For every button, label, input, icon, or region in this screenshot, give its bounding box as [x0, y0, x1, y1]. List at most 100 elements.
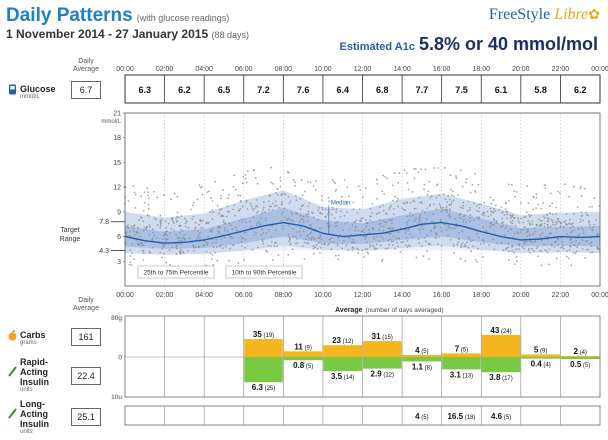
glucose-reading-dot [306, 215, 309, 218]
glucose-reading-dot [408, 228, 410, 231]
glucose-reading-dot [295, 212, 297, 215]
glucose-reading-dot [450, 203, 453, 206]
glucose-reading-dot [176, 211, 179, 214]
glucose-reading-dot [330, 241, 333, 243]
glucose-reading-dot [438, 236, 440, 238]
glucose-reading-dot [386, 177, 389, 180]
glucose-reading-dot [382, 219, 384, 222]
glucose-reading-dot [287, 224, 290, 227]
glucose-reading-dot [535, 223, 538, 226]
a1c-label: Estimated A1c [339, 41, 415, 53]
glucose-reading-dot [310, 231, 313, 233]
glucose-reading-dot [155, 218, 157, 221]
glucose-reading-dot [323, 242, 326, 245]
glucose-reading-dot [525, 211, 528, 214]
glucose-reading-dot [546, 225, 549, 227]
glucose-reading-dot [345, 244, 348, 247]
glucose-reading-dot [493, 248, 496, 251]
glucose-reading-dot [511, 215, 514, 218]
glucose-reading-dot [179, 243, 182, 246]
glucose-reading-dot [313, 252, 315, 255]
glucose-reading-dot [364, 248, 367, 250]
glucose-reading-dot [455, 177, 458, 180]
glucose-reading-dot [312, 245, 315, 247]
glucose-reading-dot [211, 228, 214, 230]
hourly-average-value: 6.4 [336, 85, 349, 95]
glucose-reading-dot [126, 225, 128, 228]
glucose-reading-dot [341, 247, 344, 250]
glucose-reading-dot [270, 241, 273, 243]
glucose-reading-dot [317, 237, 320, 240]
glucose-reading-dot [319, 236, 322, 239]
glucose-reading-dot [392, 235, 395, 237]
glucose-reading-dot [319, 252, 321, 254]
glucose-reading-dot [569, 245, 571, 247]
carbs-bar [521, 354, 560, 357]
glucose-reading-dot [548, 248, 551, 251]
glucose-reading-dot [360, 230, 363, 233]
glucose-reading-dot [397, 245, 399, 248]
glucose-reading-dot [336, 225, 338, 227]
glucose-reading-dot [159, 220, 162, 223]
glucose-reading-dot [445, 228, 448, 231]
glucose-label-group: Glucose mmol/L [8, 84, 56, 101]
glucose-reading-dot [237, 194, 240, 197]
glucose-reading-dot [147, 194, 150, 197]
glucose-reading-dot [464, 214, 466, 217]
glucose-reading-dot [464, 245, 467, 247]
glucose-reading-dot [241, 182, 244, 185]
glucose-reading-dot [444, 223, 446, 226]
glucose-reading-dot [511, 249, 513, 252]
glucose-reading-dot [467, 246, 470, 249]
glucose-reading-dot [422, 228, 425, 230]
glucose-reading-dot [501, 217, 504, 220]
glucose-reading-dot [592, 226, 594, 229]
glucose-reading-dot [528, 222, 531, 225]
hourly-average-value: 7.7 [416, 85, 429, 95]
glucose-reading-dot [302, 221, 305, 224]
glucose-reading-dot [527, 249, 530, 252]
glucose-reading-dot [384, 247, 387, 250]
glucose-reading-dot [420, 245, 423, 248]
glucose-reading-dot [196, 230, 199, 232]
glucose-reading-dot [517, 219, 520, 222]
glucose-reading-dot [404, 232, 407, 235]
glucose-reading-dot [211, 241, 214, 244]
glucose-reading-dot [283, 207, 286, 210]
glucose-reading-dot [593, 223, 596, 226]
glucose-reading-dot [223, 229, 226, 232]
glucose-reading-dot [504, 233, 506, 236]
glucose-reading-dot [591, 205, 593, 208]
glucose-reading-dot [566, 250, 568, 252]
bottom-x-tick-label: 18:00 [472, 292, 490, 299]
glucose-reading-dot [543, 243, 545, 246]
glucose-reading-dot [561, 246, 564, 248]
glucose-reading-dot [493, 207, 495, 210]
glucose-reading-dot [369, 243, 371, 246]
glucose-reading-dot [281, 228, 284, 231]
glucose-reading-dot [206, 244, 209, 247]
glucose-reading-dot [224, 222, 226, 225]
glucose-reading-dot [378, 211, 381, 214]
glucose-reading-dot [301, 194, 304, 197]
glucose-reading-dot [183, 239, 186, 241]
glucose-reading-dot [388, 206, 391, 209]
glucose-reading-dot [127, 224, 129, 226]
glucose-reading-dot [299, 197, 302, 200]
glucose-reading-dot [330, 237, 333, 239]
glucose-reading-dot [546, 226, 549, 229]
glucose-reading-dot [202, 244, 205, 246]
glucose-reading-dot [568, 195, 570, 198]
glucose-reading-dot [443, 193, 445, 196]
glucose-reading-dot [295, 242, 297, 245]
glucose-reading-dot [281, 225, 284, 228]
glucose-reading-dot [406, 202, 409, 204]
glucose-reading-dot [229, 247, 232, 250]
glucose-reading-dot [510, 228, 512, 231]
glucose-reading-dot [527, 220, 530, 222]
glucose-reading-dot [170, 228, 173, 231]
glucose-reading-dot [442, 209, 445, 212]
glucose-reading-dot [240, 218, 243, 221]
glucose-reading-dot [473, 219, 475, 221]
glucose-reading-dot [558, 192, 561, 195]
